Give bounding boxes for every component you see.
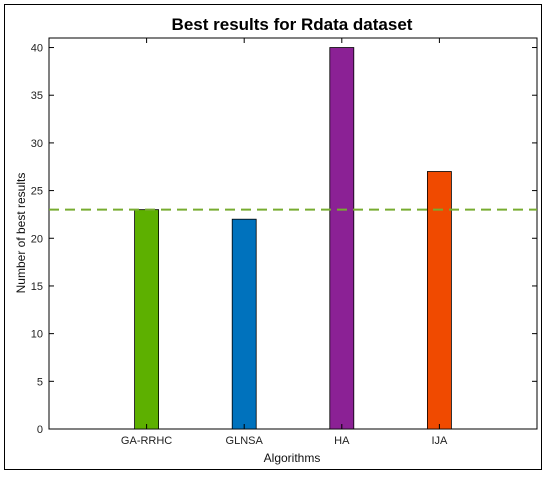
plot-area [48,37,538,430]
x-tick-label: GLNSA [226,435,264,447]
y-tick-label: 30 [31,138,43,150]
bar-ga-rrhc [134,209,160,430]
x-tick-label: HA [334,435,350,447]
y-tick-label: 20 [31,233,43,245]
y-tick-label: 25 [31,186,43,198]
y-tick-label: 0 [37,424,43,436]
y-tick-label: 40 [31,43,43,55]
y-tick-label: 10 [31,329,43,341]
bar-ha [329,47,355,430]
chart-title: Best results for Rdata dataset [172,15,413,34]
x-axis-label: Algorithms [264,451,321,465]
x-tick-label: IJA [431,435,448,447]
y-axis-label: Number of best results [14,173,28,294]
y-tick-label: 5 [37,376,43,388]
bar-glnsa [231,218,257,430]
x-axis: GA-RRHC GLNSA HA IJA [121,38,448,447]
y-axis: 0 5 10 15 20 25 30 35 40 [31,43,537,436]
x-tick-label: GA-RRHC [121,435,172,447]
y-tick-label: 35 [31,90,43,102]
bars-layer [134,47,452,430]
y-tick-label: 15 [31,281,43,293]
